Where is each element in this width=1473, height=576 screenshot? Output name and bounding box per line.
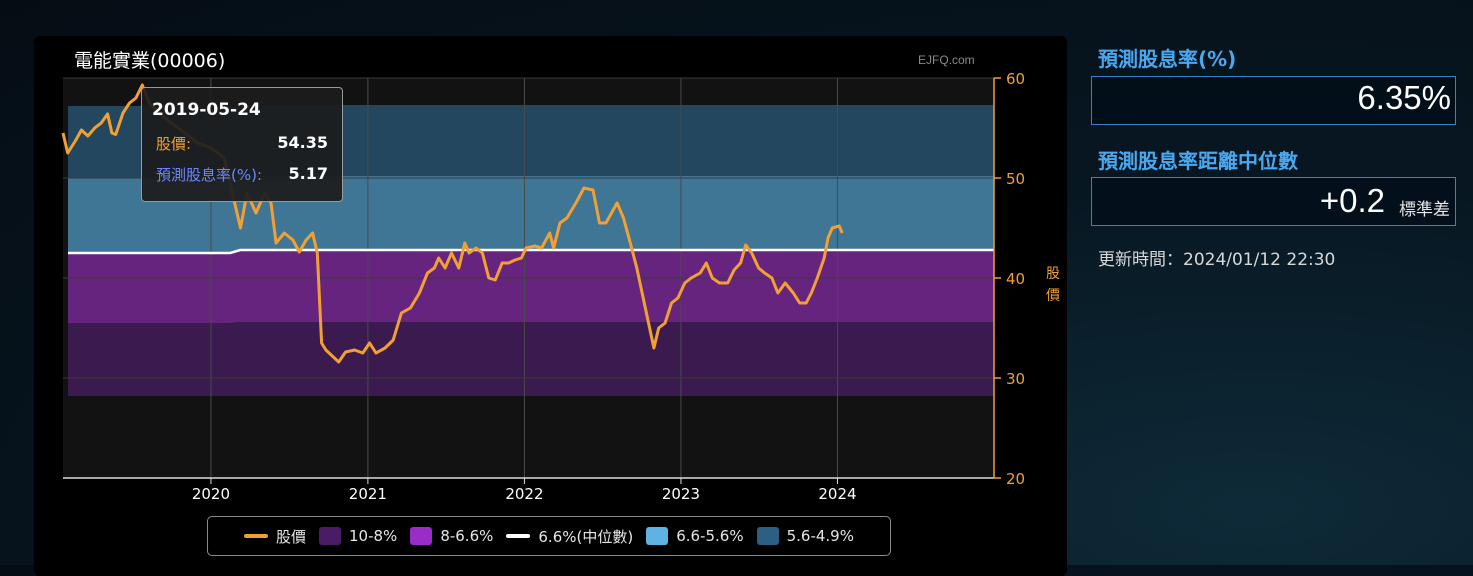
y-axis-label-char-1: 價	[1046, 287, 1060, 304]
update-time: 更新時間：2024/01/12 22:30	[1098, 250, 1336, 270]
legend-item-2[interactable]: 8-6.6%	[410, 527, 493, 545]
tooltip-price-label: 股價:	[156, 135, 192, 153]
x-tick-label-2: 2022	[505, 485, 543, 503]
legend-item-1[interactable]: 10-8%	[319, 527, 397, 545]
legend-item-0[interactable]: 股價	[244, 526, 306, 547]
y-tick-label-1: 30	[1006, 370, 1025, 388]
watermark: EJFQ.com	[918, 53, 975, 67]
yield-value-box: 6.35%	[1091, 76, 1456, 125]
legend-label-5: 5.6-4.9%	[786, 527, 854, 545]
legend-swatch-2	[410, 527, 433, 545]
legend-item-5[interactable]: 5.6-4.9%	[756, 527, 854, 545]
legend-item-3[interactable]: 6.6%(中位數)	[506, 526, 633, 547]
zscore-value-box: +0.2 標準差	[1091, 177, 1456, 226]
legend-label-4: 6.6-5.6%	[676, 527, 744, 545]
band-1	[68, 250, 994, 323]
x-tick-label-3: 2023	[662, 485, 700, 503]
legend-label-1: 10-8%	[349, 527, 398, 545]
y-axis-label-char-0: 股	[1046, 266, 1060, 282]
zscore-label: 預測股息率距離中位數	[1098, 149, 1298, 173]
legend-swatch-1	[319, 527, 342, 545]
zscore-value: +0.2	[1319, 182, 1385, 219]
legend-swatch-0	[244, 534, 268, 538]
legend-label-0: 股價	[276, 527, 307, 546]
tooltip-yield-label: 預測股息率(%):	[156, 166, 263, 184]
chart-tooltip: 2019-05-24 股價: 54.35 預測股息率(%): 5.17	[141, 87, 343, 202]
tooltip-yield-value: 5.17	[288, 164, 328, 183]
y-tick-label-4: 60	[1006, 70, 1025, 88]
band-0	[68, 322, 994, 396]
y-tick-label-0: 20	[1006, 470, 1025, 488]
y-tick-label-3: 50	[1006, 170, 1025, 188]
chart-panel: 電能實業(00006) EJFQ.com 2020 2021 2022 2023 202…	[34, 36, 1067, 576]
legend-swatch-3	[506, 534, 531, 538]
yield-label: 預測股息率(%)	[1098, 47, 1237, 71]
legend-label-3: 6.6%(中位數)	[538, 527, 634, 546]
tooltip-date: 2019-05-24	[152, 100, 261, 120]
legend-swatch-4	[646, 527, 669, 545]
legend-item-4[interactable]: 6.6-5.6%	[646, 527, 744, 545]
y-tick-label-2: 40	[1006, 270, 1025, 288]
tooltip-price-value: 54.35	[277, 133, 328, 152]
x-tick-label-0: 2020	[192, 485, 230, 503]
zscore-unit: 標準差	[1399, 200, 1450, 220]
x-tick-label-1: 2021	[349, 485, 387, 503]
chart-title: 電能實業(00006)	[74, 50, 226, 72]
chart-legend: 股價 10-8% 8-6.6% 6.6%(中位數) 6.6-5.6% 5.6-4.9%	[207, 516, 891, 556]
legend-swatch-5	[756, 527, 779, 545]
median-line	[68, 248, 994, 255]
yield-value: 6.35%	[1357, 79, 1451, 116]
legend-label-2: 8-6.6%	[440, 527, 494, 545]
x-tick-label-4: 2024	[818, 485, 856, 503]
